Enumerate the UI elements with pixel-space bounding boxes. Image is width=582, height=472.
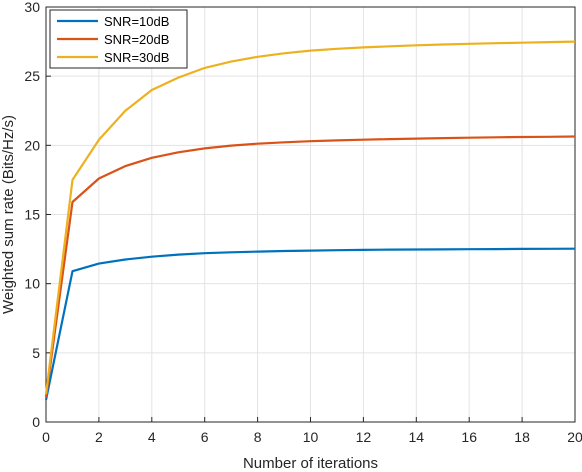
series-line-2 bbox=[44, 135, 576, 398]
x-tick-label: 10 bbox=[303, 429, 319, 445]
grid-lines bbox=[45, 6, 576, 423]
series-line-1 bbox=[44, 247, 576, 401]
x-tick-label: 18 bbox=[514, 429, 530, 445]
legend: SNR=10dB SNR=20dB SNR=30dB bbox=[49, 9, 188, 69]
y-tick-label: 30 bbox=[24, 0, 40, 15]
x-tick-label: 6 bbox=[201, 429, 209, 445]
y-tick-label: 5 bbox=[32, 345, 40, 361]
y-axis-title: Weighted sum rate (Bits/Hz/s) bbox=[0, 115, 17, 314]
y-tick-label: 15 bbox=[24, 207, 40, 223]
y-tick-label: 10 bbox=[24, 276, 40, 292]
x-tick-label: 4 bbox=[148, 429, 156, 445]
y-tick-label: 0 bbox=[32, 414, 40, 430]
legend-label: SNR=20dB bbox=[104, 32, 169, 47]
y-tick-label: 25 bbox=[24, 68, 40, 84]
x-tick-label: 2 bbox=[95, 429, 103, 445]
x-tick-label: 14 bbox=[409, 429, 425, 445]
series-lines bbox=[44, 40, 576, 401]
x-tick-label: 16 bbox=[461, 429, 477, 445]
axis-ticks: 0 2 4 6 8 10 12 14 16 18 20 0 5 10 15 20 25 30 bbox=[24, 0, 582, 445]
series-line-3 bbox=[44, 40, 576, 395]
legend-label: SNR=30dB bbox=[104, 50, 169, 65]
x-tick-label: 12 bbox=[356, 429, 372, 445]
legend-label: SNR=10dB bbox=[104, 14, 169, 29]
x-axis-title: Number of iterations bbox=[243, 455, 378, 472]
x-tick-label: 20 bbox=[567, 429, 582, 445]
x-tick-label: 0 bbox=[42, 429, 50, 445]
x-tick-label: 8 bbox=[254, 429, 262, 445]
y-tick-label: 20 bbox=[24, 137, 40, 153]
